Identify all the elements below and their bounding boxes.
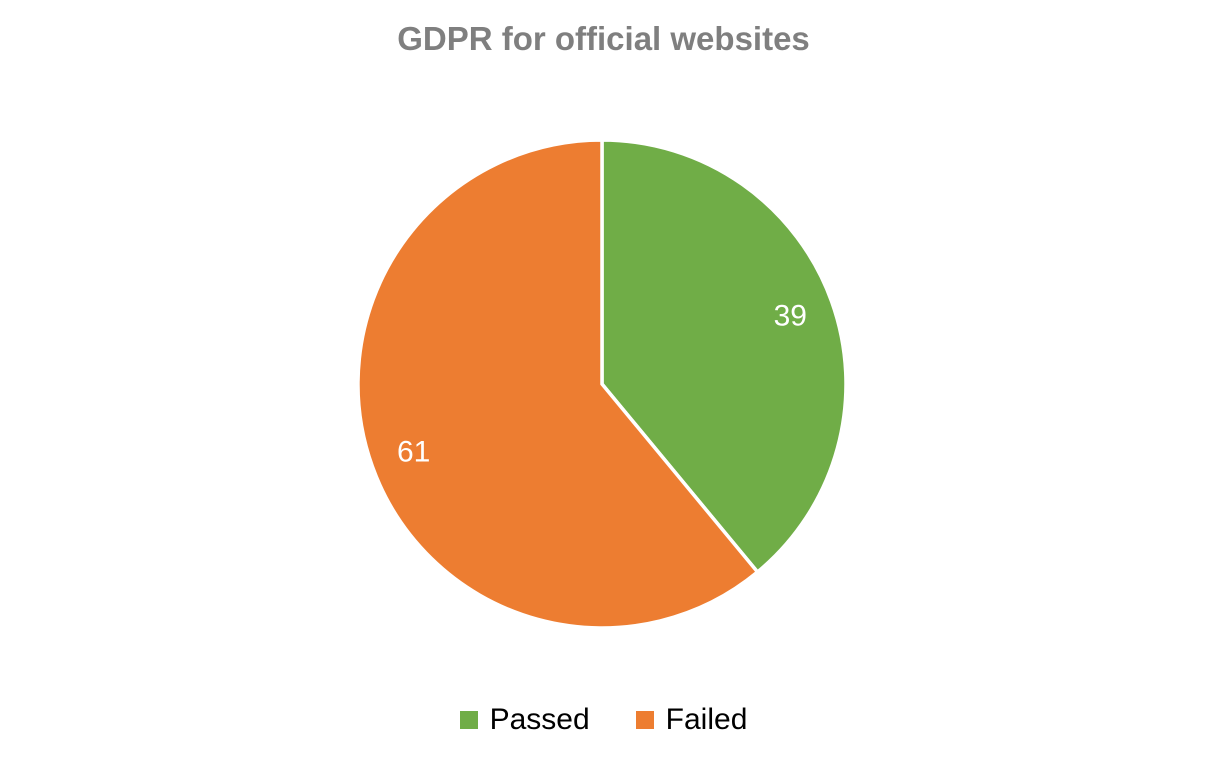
- legend-label-passed: Passed: [489, 703, 590, 736]
- pie-slice-passed[interactable]: [600, 138, 848, 575]
- legend-swatch-failed-icon: [635, 711, 654, 729]
- data-label-failed: 61: [397, 435, 430, 468]
- pie-slice-failed[interactable]: [356, 138, 760, 630]
- legend-swatch-passed-icon: [459, 711, 478, 729]
- legend-item-failed[interactable]: Failed: [635, 703, 748, 736]
- legend: Passed Failed: [0, 705, 1207, 735]
- chart-title: GDPR for official websites: [397, 20, 810, 57]
- legend-label-failed: Failed: [665, 703, 748, 736]
- data-label-passed: 39: [774, 300, 807, 333]
- legend-item-passed[interactable]: Passed: [459, 703, 590, 736]
- pie-chart: 39 61: [356, 138, 848, 630]
